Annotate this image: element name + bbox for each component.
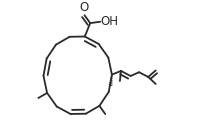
Text: OH: OH — [101, 15, 119, 28]
Text: O: O — [79, 1, 88, 14]
